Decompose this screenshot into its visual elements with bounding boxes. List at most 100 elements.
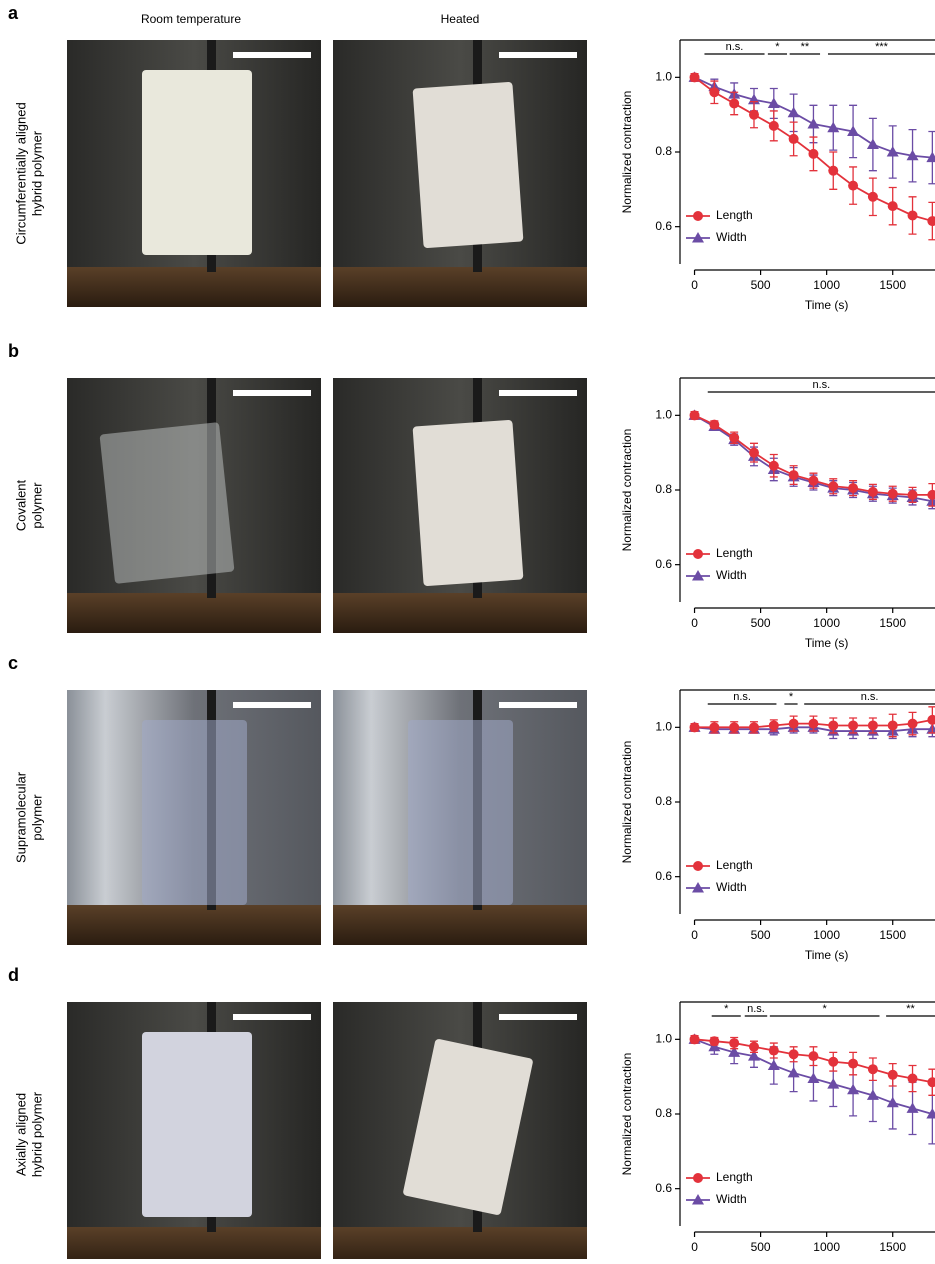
legend-item: Length [686,208,753,222]
data-point [788,470,799,481]
data-point [886,1096,899,1108]
data-point [828,1056,839,1067]
legend-label: Width [716,568,747,582]
data-point [689,722,700,733]
sample [412,419,524,587]
significance-label: n.s. [861,691,879,703]
data-point [729,98,740,109]
data-point [748,109,759,120]
data-point [827,121,840,133]
data-point [768,460,779,471]
data-point [828,481,839,492]
data-point [887,1069,898,1080]
y-tick-label: 0.6 [655,219,672,233]
panel-label: b [8,341,19,361]
panel-label: c [8,653,18,673]
significance-label: ** [906,1003,915,1015]
data-point [729,722,740,733]
panel-label: d [8,965,19,985]
data-point [689,410,700,421]
sample [99,422,235,584]
data-point [808,1051,819,1062]
data-point [748,722,759,733]
data-point [787,106,800,118]
photo [67,690,321,945]
row-label-line: Covalent [13,479,28,531]
data-point [709,1036,720,1047]
photo-base [333,593,587,633]
row-label-line: Circumferentially aligned [13,102,28,244]
y-axis-label: Normalized contraction [620,1053,634,1176]
sample [408,720,513,905]
photo-base [67,1227,321,1264]
significance-label: n.s. [813,379,831,391]
x-tick-label: 1000 [813,616,840,630]
row-label: Circumferentially aligned hybrid polymer [13,102,44,244]
data-point [927,489,935,500]
data-point [867,486,878,497]
significance-label: * [775,41,780,53]
photo-base [333,1227,587,1264]
data-point [866,138,879,150]
data-point [808,718,819,729]
significance-label: * [724,1003,729,1015]
significance-label: *** [875,41,889,53]
legend-marker [693,549,703,559]
data-point [927,1077,935,1088]
photo [333,40,587,307]
y-tick-label: 1.0 [655,720,672,734]
y-tick-label: 1.0 [655,408,672,422]
x-tick-label: 1000 [813,1240,840,1254]
data-point [887,488,898,499]
significance-label: * [789,691,794,703]
data-point [907,489,918,500]
row-label: Covalent polymer [13,479,44,531]
photo-base [67,905,321,945]
row-label-line: polymer [29,482,44,529]
significance-label: * [823,1003,828,1015]
x-tick-label: 0 [691,1240,698,1254]
y-axis-label: Normalized contraction [620,91,634,214]
data-point [807,1072,820,1084]
legend-label: Width [716,1192,747,1206]
legend-label: Width [716,230,747,244]
y-tick-label: 0.6 [655,869,672,883]
y-tick-label: 0.6 [655,1181,672,1195]
data-point [728,1046,741,1057]
data-point [887,201,898,212]
sample [142,1032,252,1217]
legend-item: Width [686,880,747,894]
data-point [787,1066,800,1078]
row-label-line: hybrid polymer [29,1091,44,1177]
y-tick-label: 1.0 [655,70,672,84]
data-point [827,1078,840,1089]
row-label: Axially aligned hybrid polymer [13,1091,44,1177]
legend-marker [692,232,704,243]
data-point [927,714,935,725]
data-point [788,133,799,144]
x-tick-label: 0 [691,278,698,292]
photo-base [67,593,321,633]
data-point [808,148,819,159]
needle [207,378,216,598]
x-tick-label: 1500 [879,278,906,292]
data-point [828,165,839,176]
data-point [927,216,935,227]
x-tick-label: 1000 [813,928,840,942]
legend-label: Width [716,880,747,894]
legend-label: Length [716,1170,753,1184]
legend-marker [692,570,704,581]
data-point [768,120,779,131]
scale-bar [499,1014,577,1020]
row-label-line: polymer [29,794,44,841]
data-point [748,447,759,458]
y-tick-label: 0.6 [655,557,672,571]
legend-marker [692,1194,704,1205]
data-point [926,1108,935,1119]
scale-bar [233,52,311,58]
column-header: Room temperature [141,12,241,26]
scale-bar [499,52,577,58]
legend-item: Width [686,568,747,582]
